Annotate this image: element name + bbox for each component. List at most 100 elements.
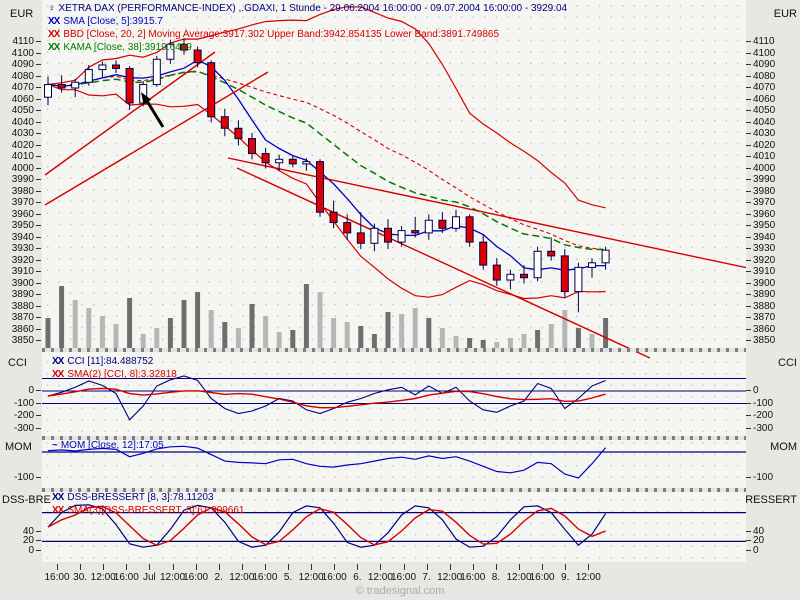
y-axis-label: -300 (745, 422, 774, 434)
y-axis-label: 20 (745, 535, 765, 547)
y-axis-label: -300 (0, 423, 41, 434)
x-axis-label: 12:00 (497, 564, 541, 583)
x-axis-label: 16:00 (382, 564, 426, 583)
y-axis-label: 3990 (0, 175, 41, 185)
y-axis-label: 4090 (745, 59, 776, 70)
x-axis-label: 8. (474, 564, 518, 583)
y-axis-label: 3860 (0, 324, 41, 335)
y-axis-label: 3990 (745, 174, 776, 185)
y-axis-label: -100 (745, 472, 774, 483)
y-axis-label: 3920 (745, 254, 776, 266)
y-axis-label: 4070 (0, 83, 41, 93)
y-axis-label: 0 (746, 545, 759, 556)
y-axis-label: 40 (745, 525, 765, 537)
y-axis-label: 3890 (745, 289, 776, 300)
x-axis-label: 16:00 (35, 564, 79, 583)
y-axis-label: 0 (0, 386, 41, 396)
y-axis-label: 4040 (745, 116, 776, 128)
dss-panel-label-left: DSS-BRE (2, 494, 51, 506)
y-axis-label: 3930 (0, 244, 41, 254)
x-axis-label: 12:00 (428, 564, 472, 583)
y-axis-label: 20 (0, 536, 41, 546)
y-axis-label: 3910 (745, 266, 776, 277)
main-unit-label-left: EUR (10, 8, 34, 20)
y-axis-label: 4110 (746, 36, 775, 47)
x-axis-label: 7. (405, 564, 449, 583)
y-axis-label: 3960 (745, 208, 776, 220)
x-axis-label: 12:00 (220, 564, 264, 583)
y-axis-label: -200 (0, 411, 41, 421)
y-axis-label: 4010 (0, 152, 41, 162)
y-axis-label: 4010 (745, 151, 776, 162)
y-axis-label: 4100 (745, 47, 776, 59)
x-axis-label: 12:00 (358, 564, 402, 583)
watermark: © tradesignal.com (355, 585, 445, 597)
y-axis-label: 4080 (745, 70, 776, 82)
x-axis-label: 16:00 (312, 564, 356, 583)
y-axis-label: 4090 (0, 60, 41, 70)
y-axis-label: 3970 (745, 197, 776, 208)
y-axis-label: -200 (745, 410, 774, 421)
x-axis-label: 16:00 (451, 564, 495, 583)
y-axis-label: 4020 (745, 139, 776, 151)
x-axis-label: 2. (197, 564, 241, 583)
y-axis-label: 0 (0, 546, 41, 556)
cci-panel-label-left: CCI (8, 357, 27, 369)
chart-canvas[interactable] (42, 0, 746, 562)
y-axis-label: 3960 (0, 209, 41, 220)
y-axis-label: 3890 (0, 290, 41, 300)
x-axis-label: 16:00 (243, 564, 287, 583)
x-axis-label: 16:00 (174, 564, 218, 583)
plot-area[interactable] (42, 0, 746, 562)
y-axis-label: 3980 (0, 186, 41, 197)
y-axis-label: 4050 (0, 106, 41, 116)
y-axis-label: 3850 (745, 335, 776, 346)
y-axis-label: 4100 (0, 48, 41, 59)
x-axis-label: 12:00 (566, 564, 610, 583)
y-axis-label: 3880 (0, 301, 41, 312)
y-axis-label: 4000 (745, 162, 776, 174)
y-axis-label: 3910 (0, 267, 41, 277)
panel-divider-cci-mom[interactable] (42, 436, 746, 440)
mom-panel-label-left: MOM (5, 441, 32, 453)
y-axis-label: 4000 (0, 163, 41, 174)
y-axis-label: 4060 (745, 93, 776, 105)
mom-panel-label-right: MOM (770, 441, 797, 453)
y-axis-label: 3940 (0, 232, 41, 243)
y-axis-label: 3970 (0, 198, 41, 208)
y-axis-label: 4030 (745, 128, 776, 139)
y-axis-label: 3870 (745, 312, 776, 323)
y-axis-label: -100 (0, 398, 41, 409)
y-axis-label: 4040 (0, 117, 41, 128)
y-axis-label: -100 (0, 473, 41, 483)
y-axis-label: 3930 (745, 243, 776, 254)
y-axis-label: 3900 (745, 277, 776, 289)
y-axis-label: 3950 (745, 220, 776, 231)
y-axis-label: 3980 (745, 185, 776, 197)
y-axis-label: 3950 (0, 221, 41, 231)
y-axis-label: 3940 (745, 231, 776, 243)
y-axis-label: 4030 (0, 129, 41, 139)
y-axis-label: 4020 (0, 140, 41, 151)
y-axis-label: 3870 (0, 313, 41, 323)
y-axis-label: 4110 (0, 37, 41, 47)
y-axis-label: 4070 (745, 82, 776, 93)
x-axis-label: 5. (266, 564, 310, 583)
y-axis-label: 3880 (745, 300, 776, 312)
main-unit-label-right: EUR (773, 8, 797, 20)
x-axis-label: 12:00 (81, 564, 125, 583)
x-axis-label: Jul (127, 564, 171, 583)
y-axis-label: 4080 (0, 71, 41, 82)
cci-panel-label-right: CCI (778, 357, 797, 369)
y-axis-label: 3920 (0, 255, 41, 266)
panel-divider-mom-dss[interactable] (42, 488, 746, 492)
panel-divider-main-cci[interactable] (42, 348, 746, 352)
y-axis-label: 3850 (0, 336, 41, 346)
y-axis-label: 3900 (0, 278, 41, 289)
x-axis-label: 9. (543, 564, 587, 583)
dss-panel-label-right: RESSERT (745, 494, 797, 506)
y-axis-label: 4060 (0, 94, 41, 105)
x-axis-label: 16:00 (520, 564, 564, 583)
x-axis-label: 6. (335, 564, 379, 583)
